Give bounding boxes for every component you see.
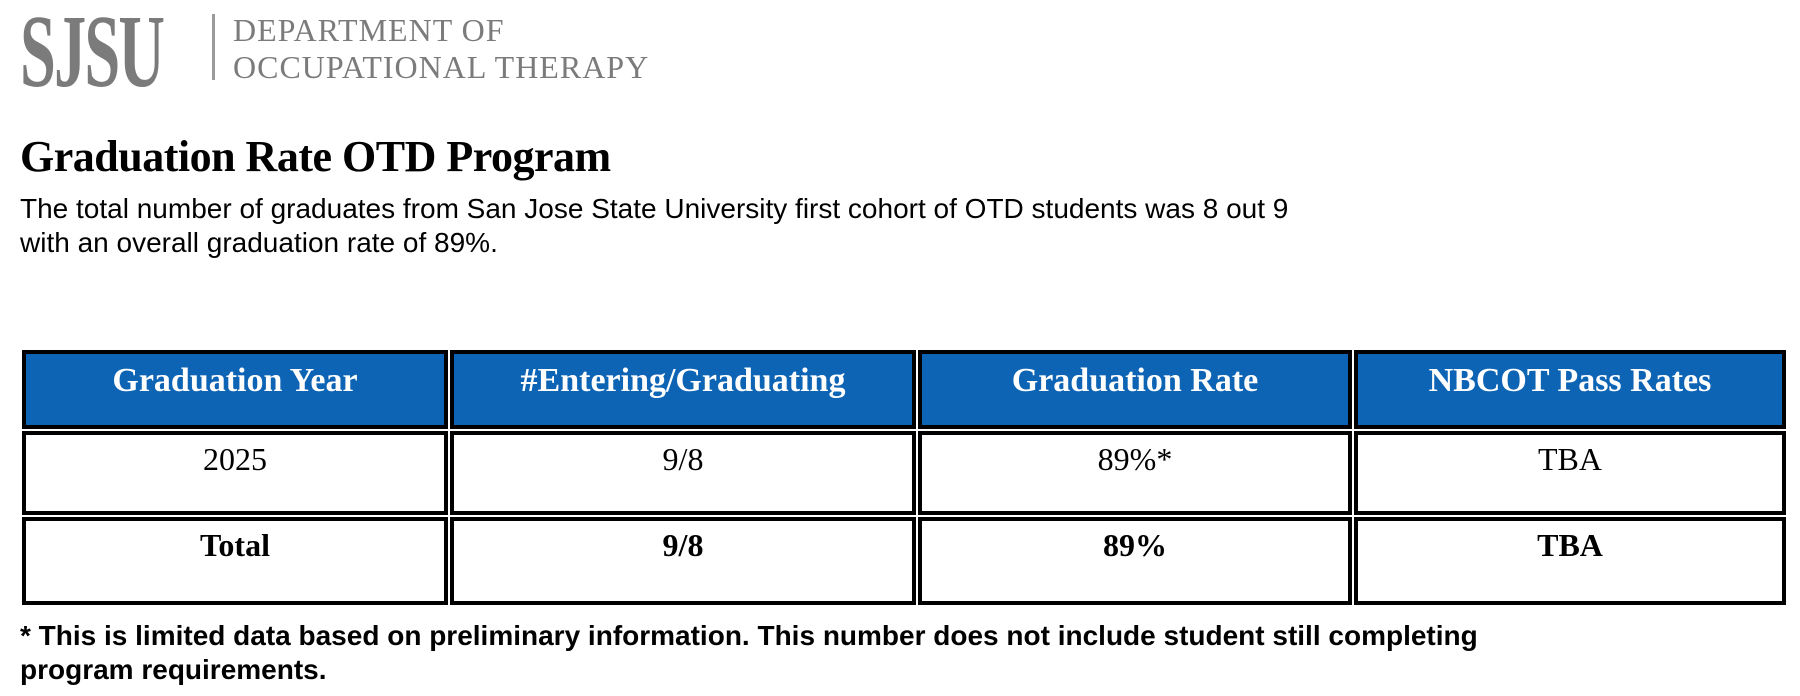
sjsu-logo: SJSU DEPARTMENT OF OCCUPATIONAL THERAPY: [20, 0, 1780, 109]
cell-entering-graduating: 9/8: [450, 517, 916, 605]
logo-department: DEPARTMENT OF OCCUPATIONAL THERAPY: [233, 12, 649, 86]
header-graduation-rate: Graduation Rate: [918, 350, 1352, 429]
page-title: Graduation Rate OTD Program: [20, 132, 611, 181]
cell-graduation-rate: 89%*: [918, 431, 1352, 515]
intro-line-2: with an overall graduation rate of 89%.: [20, 227, 498, 258]
cell-graduation-rate: 89%: [918, 517, 1352, 605]
logo-department-line1: DEPARTMENT OF: [233, 12, 505, 48]
header-entering-graduating: #Entering/Graduating: [450, 350, 916, 429]
cell-nbcot: TBA: [1354, 431, 1786, 515]
footnote-line-1: * This is limited data based on prelimin…: [20, 620, 1478, 651]
table-header-row: Graduation Year #Entering/Graduating Gra…: [22, 350, 1786, 429]
graduation-rate-table: Graduation Year #Entering/Graduating Gra…: [20, 348, 1788, 607]
header-graduation-year: Graduation Year: [22, 350, 448, 429]
sjsu-wordmark: SJSU: [20, 0, 198, 109]
footnote: * This is limited data based on prelimin…: [20, 619, 1780, 687]
table-row-total: Total 9/8 89% TBA: [22, 517, 1786, 605]
logo-divider: [212, 14, 215, 80]
footnote-line-2: program requirements.: [20, 654, 327, 685]
logo-department-line2: OCCUPATIONAL THERAPY: [233, 49, 650, 85]
header-nbcot-pass-rates: NBCOT Pass Rates: [1354, 350, 1786, 429]
sjsu-wordmark-text: SJSU: [20, 0, 165, 109]
cell-year: Total: [22, 517, 448, 605]
cell-entering-graduating: 9/8: [450, 431, 916, 515]
cell-nbcot: TBA: [1354, 517, 1786, 605]
intro-paragraph: The total number of graduates from San J…: [20, 192, 1780, 260]
intro-line-1: The total number of graduates from San J…: [20, 193, 1289, 224]
table-row-2025: 2025 9/8 89%* TBA: [22, 431, 1786, 515]
cell-year: 2025: [22, 431, 448, 515]
